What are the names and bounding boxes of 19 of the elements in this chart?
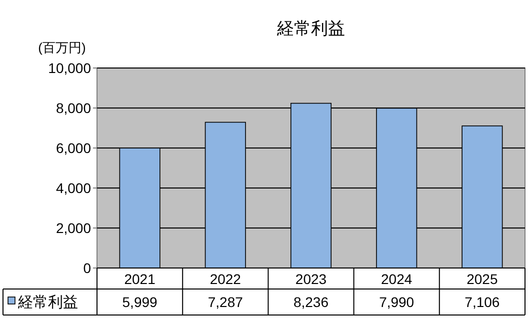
y-tick-label: 4,000: [56, 180, 92, 196]
y-tick-label: 8,000: [56, 100, 92, 116]
data-label: 7,106: [464, 294, 500, 310]
y-tick-label: 6,000: [56, 140, 92, 156]
x-tick-label: 2025: [466, 271, 498, 287]
data-label: 8,236: [293, 294, 329, 310]
data-label: 7,287: [208, 294, 244, 310]
chart-title: 経常利益: [276, 19, 345, 38]
y-tick-label: 2,000: [56, 220, 92, 236]
legend-label: 経常利益: [17, 294, 78, 311]
y-tick-label: 0: [83, 260, 92, 276]
data-label: 5,999: [122, 294, 158, 310]
x-tick-label: 2021: [124, 271, 156, 287]
x-tick-label: 2024: [381, 271, 412, 287]
data-label: 7,990: [379, 294, 414, 310]
x-tick-label: 2023: [295, 271, 327, 287]
y-tick-label: 10,000: [48, 60, 92, 76]
y-axis-title: (百万円): [38, 40, 86, 55]
x-tick-label: 2022: [210, 271, 242, 287]
